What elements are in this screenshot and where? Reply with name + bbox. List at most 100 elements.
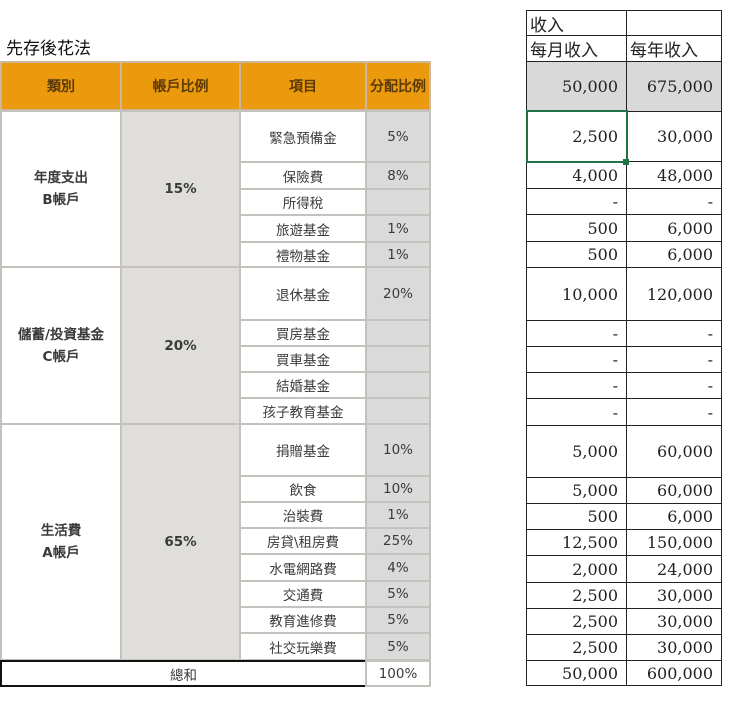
item-pct: 25%: [365, 527, 431, 555]
item-pct: 4%: [365, 553, 431, 582]
total-label: 總和: [0, 660, 367, 687]
category-a-account: 生活費 A帳戶: [0, 423, 122, 661]
item-pct: [365, 397, 431, 425]
header-allocation-ratio: 分配比例: [365, 61, 431, 111]
yearly-cell[interactable]: 120,000: [626, 267, 722, 321]
yearly-income-value[interactable]: 675,000: [626, 61, 722, 112]
monthly-total[interactable]: 50,000: [526, 660, 627, 686]
monthly-cell[interactable]: 4,000: [526, 161, 627, 189]
account-pct-a: 65%: [120, 423, 241, 661]
category-c-account: 儲蓄/投資基金 C帳戶: [0, 266, 122, 425]
item-pct: 1%: [365, 214, 431, 243]
yearly-cell[interactable]: 6,000: [626, 241, 722, 268]
account-name: B帳戶: [42, 192, 80, 208]
monthly-cell[interactable]: -: [526, 188, 627, 215]
item-pct: [365, 345, 431, 373]
monthly-cell[interactable]: 5,000: [526, 425, 627, 478]
item-pct: 8%: [365, 161, 431, 190]
item-name: 交通費: [239, 580, 367, 608]
monthly-cell[interactable]: 500: [526, 503, 627, 530]
item-pct: [365, 371, 431, 399]
yearly-cell[interactable]: 60,000: [626, 477, 722, 504]
yearly-cell[interactable]: -: [626, 398, 722, 426]
account-pct-c: 20%: [120, 266, 241, 425]
total-pct: 100%: [365, 660, 431, 687]
item-pct: 5%: [365, 606, 431, 634]
yearly-cell[interactable]: 30,000: [626, 582, 722, 609]
account-name: C帳戶: [42, 348, 80, 365]
item-name: 買車基金: [239, 345, 367, 373]
monthly-cell[interactable]: 12,500: [526, 529, 627, 556]
monthly-income-value[interactable]: 50,000: [526, 61, 627, 112]
item-pct: 10%: [365, 475, 431, 503]
fill-handle[interactable]: [623, 159, 629, 165]
income-label-cell[interactable]: 收入: [526, 10, 627, 36]
item-name: 房貸\租房費: [239, 527, 367, 555]
item-name: 結婚基金: [239, 371, 367, 399]
monthly-income-header[interactable]: 每月收入: [526, 35, 627, 62]
yearly-total[interactable]: 600,000: [626, 660, 722, 686]
account-name: A帳戶: [42, 545, 80, 561]
monthly-cell[interactable]: -: [526, 398, 627, 426]
selected-cell-outline[interactable]: [526, 110, 628, 163]
yearly-cell[interactable]: 30,000: [626, 111, 722, 162]
monthly-cell[interactable]: -: [526, 320, 627, 347]
item-pct: 10%: [365, 423, 431, 477]
item-name: 保險費: [239, 161, 367, 190]
monthly-cell[interactable]: 5,000: [526, 477, 627, 504]
item-pct: 5%: [365, 632, 431, 661]
header-account-ratio: 帳戶比例: [120, 61, 241, 111]
monthly-cell[interactable]: 2,000: [526, 555, 627, 583]
item-pct: [365, 319, 431, 347]
item-name: 買房基金: [239, 319, 367, 347]
header-item: 項目: [239, 61, 367, 111]
item-name: 所得稅: [239, 188, 367, 216]
yearly-cell[interactable]: 6,000: [626, 503, 722, 530]
yearly-cell[interactable]: 48,000: [626, 161, 722, 189]
item-name: 緊急預備金: [239, 110, 367, 163]
item-name: 水電網路費: [239, 553, 367, 582]
monthly-cell[interactable]: 10,000: [526, 267, 627, 321]
page-title: 先存後花法: [6, 39, 91, 59]
category-name: 儲蓄/投資基金: [18, 326, 104, 343]
yearly-cell[interactable]: 24,000: [626, 555, 722, 583]
item-name: 治裝費: [239, 501, 367, 529]
item-pct: 1%: [365, 501, 431, 529]
yearly-cell[interactable]: 60,000: [626, 425, 722, 478]
item-name: 社交玩樂費: [239, 632, 367, 661]
monthly-cell[interactable]: -: [526, 346, 627, 373]
yearly-cell[interactable]: -: [626, 372, 722, 399]
empty-cell[interactable]: [626, 10, 722, 36]
yearly-cell[interactable]: 30,000: [626, 634, 722, 661]
monthly-cell[interactable]: -: [526, 372, 627, 399]
monthly-cell[interactable]: 2,500: [526, 634, 627, 661]
category-b-account: 年度支出 B帳戶: [0, 110, 122, 268]
item-pct: 20%: [365, 266, 431, 321]
monthly-cell[interactable]: 2,500: [526, 608, 627, 635]
monthly-cell[interactable]: 2,500: [526, 582, 627, 609]
category-name: 生活費: [40, 523, 82, 539]
item-name: 旅遊基金: [239, 214, 367, 243]
item-pct: 5%: [365, 110, 431, 163]
yearly-cell[interactable]: -: [626, 346, 722, 373]
yearly-income-header[interactable]: 每年收入: [626, 35, 722, 62]
item-name: 飲食: [239, 475, 367, 503]
yearly-cell[interactable]: 150,000: [626, 529, 722, 556]
monthly-cell[interactable]: 500: [526, 241, 627, 268]
item-name: 捐贈基金: [239, 423, 367, 477]
item-name: 禮物基金: [239, 241, 367, 268]
yearly-cell[interactable]: -: [626, 188, 722, 215]
item-pct: 1%: [365, 241, 431, 268]
yearly-cell[interactable]: -: [626, 320, 722, 347]
header-category: 類別: [0, 61, 122, 111]
account-pct-b: 15%: [120, 110, 241, 268]
item-name: 教育進修費: [239, 606, 367, 634]
monthly-cell[interactable]: 500: [526, 214, 627, 242]
item-pct: [365, 188, 431, 216]
category-name: 年度支出: [34, 170, 88, 186]
item-name: 孩子教育基金: [239, 397, 367, 425]
yearly-cell[interactable]: 6,000: [626, 214, 722, 242]
yearly-cell[interactable]: 30,000: [626, 608, 722, 635]
item-name: 退休基金: [239, 266, 367, 321]
item-pct: 5%: [365, 580, 431, 608]
